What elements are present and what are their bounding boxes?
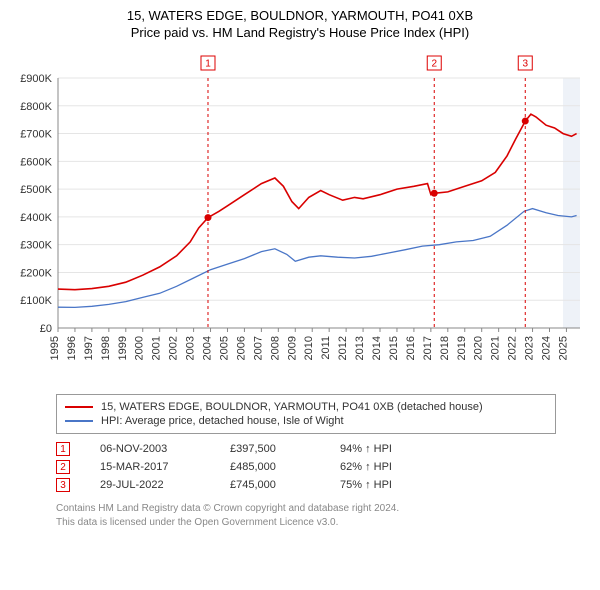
svg-text:£800K: £800K <box>20 101 52 113</box>
svg-text:2006: 2006 <box>235 336 247 360</box>
sale-marker: 1 <box>56 442 70 456</box>
legend-label: 15, WATERS EDGE, BOULDNOR, YARMOUTH, PO4… <box>101 401 483 413</box>
svg-text:1995: 1995 <box>49 336 61 360</box>
svg-text:2024: 2024 <box>540 336 552 360</box>
footer-line-1: Contains HM Land Registry data © Crown c… <box>56 502 590 516</box>
svg-text:2021: 2021 <box>490 336 502 360</box>
svg-text:2017: 2017 <box>422 336 434 360</box>
sale-marker: 2 <box>56 460 70 474</box>
svg-text:£200K: £200K <box>20 267 52 279</box>
svg-text:1: 1 <box>205 59 211 70</box>
legend-swatch <box>65 420 93 422</box>
svg-text:2023: 2023 <box>524 336 536 360</box>
sale-date: 15-MAR-2017 <box>100 461 200 473</box>
svg-text:1997: 1997 <box>83 336 95 360</box>
svg-text:2007: 2007 <box>252 336 264 360</box>
svg-text:2010: 2010 <box>303 336 315 360</box>
sale-price: £397,500 <box>230 443 310 455</box>
sale-price: £485,000 <box>230 461 310 473</box>
line-chart-svg: £0 £100K £200K £300K £400K £500K £600K £700K £80… <box>10 48 590 388</box>
svg-text:£600K: £600K <box>20 156 52 168</box>
legend-label: HPI: Average price, detached house, Isle… <box>101 415 344 427</box>
legend-item: HPI: Average price, detached house, Isle… <box>65 415 547 427</box>
svg-text:2013: 2013 <box>354 336 366 360</box>
svg-text:£300K: £300K <box>20 240 52 252</box>
titles: 15, WATERS EDGE, BOULDNOR, YARMOUTH, PO4… <box>10 8 590 40</box>
svg-text:2009: 2009 <box>286 336 298 360</box>
sale-date: 06-NOV-2003 <box>100 443 200 455</box>
sale-vs-hpi: 75% ↑ HPI <box>340 479 430 491</box>
legend: 15, WATERS EDGE, BOULDNOR, YARMOUTH, PO4… <box>56 394 556 434</box>
legend-swatch <box>65 406 93 408</box>
svg-text:2001: 2001 <box>151 336 163 360</box>
svg-text:2015: 2015 <box>388 336 400 360</box>
svg-text:£100K: £100K <box>20 295 52 307</box>
svg-text:2004: 2004 <box>202 336 214 360</box>
legend-item: 15, WATERS EDGE, BOULDNOR, YARMOUTH, PO4… <box>65 401 547 413</box>
svg-text:2020: 2020 <box>473 336 485 360</box>
svg-text:£700K: £700K <box>20 129 52 141</box>
chart-subtitle: Price paid vs. HM Land Registry's House … <box>10 25 590 40</box>
svg-text:2016: 2016 <box>405 336 417 360</box>
sale-vs-hpi: 94% ↑ HPI <box>340 443 430 455</box>
svg-text:2012: 2012 <box>337 336 349 360</box>
sale-row: 3 29-JUL-2022 £745,000 75% ↑ HPI <box>56 478 590 492</box>
svg-text:£400K: £400K <box>20 212 52 224</box>
svg-text:1998: 1998 <box>100 336 112 360</box>
footer-line-2: This data is licensed under the Open Gov… <box>56 516 590 530</box>
footer-attribution: Contains HM Land Registry data © Crown c… <box>56 502 590 530</box>
sales-table: 1 06-NOV-2003 £397,500 94% ↑ HPI 2 15-MAR-201… <box>56 442 590 492</box>
svg-text:1999: 1999 <box>117 336 129 360</box>
svg-text:2003: 2003 <box>185 336 197 360</box>
svg-text:£900K: £900K <box>20 73 52 85</box>
sale-date: 29-JUL-2022 <box>100 479 200 491</box>
chart-title: 15, WATERS EDGE, BOULDNOR, YARMOUTH, PO4… <box>10 8 590 23</box>
svg-text:1996: 1996 <box>66 336 78 360</box>
svg-text:2: 2 <box>431 59 437 70</box>
svg-text:2002: 2002 <box>168 336 180 360</box>
svg-text:2014: 2014 <box>371 336 383 360</box>
svg-text:2025: 2025 <box>557 336 569 360</box>
svg-text:£0: £0 <box>40 323 52 335</box>
svg-text:£500K: £500K <box>20 184 52 196</box>
chart-container: 15, WATERS EDGE, BOULDNOR, YARMOUTH, PO4… <box>0 0 600 538</box>
sale-price: £745,000 <box>230 479 310 491</box>
svg-text:2022: 2022 <box>507 336 519 360</box>
svg-text:2018: 2018 <box>439 336 451 360</box>
svg-text:2005: 2005 <box>218 336 230 360</box>
svg-text:2008: 2008 <box>269 336 281 360</box>
sale-vs-hpi: 62% ↑ HPI <box>340 461 430 473</box>
sale-row: 2 15-MAR-2017 £485,000 62% ↑ HPI <box>56 460 590 474</box>
chart-area: £0 £100K £200K £300K £400K £500K £600K £700K £80… <box>10 48 590 388</box>
sale-row: 1 06-NOV-2003 £397,500 94% ↑ HPI <box>56 442 590 456</box>
svg-text:2011: 2011 <box>320 336 332 360</box>
svg-text:3: 3 <box>522 59 528 70</box>
sale-marker: 3 <box>56 478 70 492</box>
svg-text:2000: 2000 <box>134 336 146 360</box>
svg-text:2019: 2019 <box>456 336 468 360</box>
